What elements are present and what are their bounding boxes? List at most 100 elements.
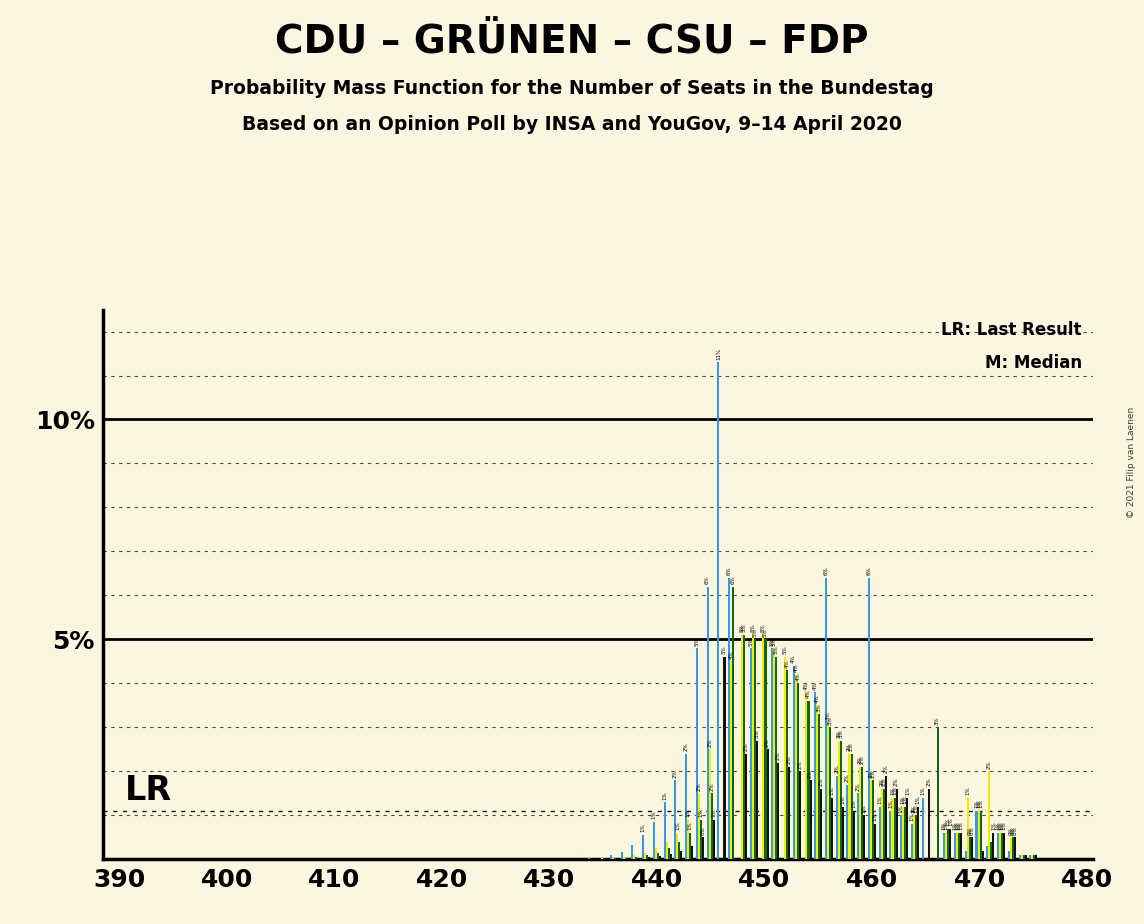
Bar	[610, 856, 612, 859]
Text: 5%: 5%	[748, 637, 753, 646]
Text: 3%: 3%	[935, 716, 940, 724]
Bar	[805, 692, 808, 859]
Text: 3%: 3%	[754, 729, 760, 738]
Bar	[915, 815, 917, 859]
Text: 2%: 2%	[819, 778, 824, 786]
Text: 2%: 2%	[834, 764, 840, 773]
Bar	[956, 833, 958, 859]
Text: 5%: 5%	[741, 624, 747, 632]
Bar	[967, 797, 969, 859]
Bar	[852, 811, 855, 859]
Text: 1%: 1%	[699, 808, 704, 817]
Bar	[818, 714, 820, 859]
Text: 2%: 2%	[860, 756, 865, 764]
Bar	[730, 662, 732, 859]
Bar	[896, 789, 898, 859]
Bar	[688, 820, 689, 859]
Bar	[835, 776, 837, 859]
Text: 0%: 0%	[968, 826, 972, 834]
Bar	[642, 835, 644, 859]
Bar	[788, 767, 791, 859]
Bar	[891, 797, 893, 859]
Bar	[904, 807, 906, 859]
Bar	[859, 767, 861, 859]
Bar	[1008, 850, 1010, 859]
Text: 2%: 2%	[849, 743, 855, 751]
Bar	[728, 578, 730, 859]
Bar	[872, 780, 874, 859]
Text: 2%: 2%	[808, 769, 813, 777]
Bar	[749, 649, 752, 859]
Text: 1%: 1%	[1002, 821, 1007, 831]
Text: 5%: 5%	[761, 624, 766, 632]
Bar	[979, 811, 982, 859]
Bar	[1010, 837, 1011, 859]
Text: 11%: 11%	[716, 347, 721, 359]
Text: 2%: 2%	[880, 778, 884, 786]
Text: 1%: 1%	[861, 804, 867, 813]
Text: 1%: 1%	[978, 799, 983, 808]
Text: 4%: 4%	[815, 694, 820, 703]
Bar	[837, 740, 840, 859]
Bar	[784, 657, 786, 859]
Bar	[883, 789, 884, 859]
Text: 4%: 4%	[793, 663, 799, 672]
Bar	[906, 797, 908, 859]
Bar	[903, 807, 904, 859]
Text: 1%: 1%	[995, 821, 1001, 831]
Text: 4%: 4%	[785, 659, 789, 667]
Text: 1%: 1%	[899, 804, 904, 813]
Bar	[796, 684, 799, 859]
Bar	[689, 833, 691, 859]
Text: 2%: 2%	[858, 756, 863, 764]
Text: Based on an Opinion Poll by INSA and YouGov, 9–14 April 2020: Based on an Opinion Poll by INSA and You…	[243, 116, 901, 135]
Bar	[1014, 837, 1016, 859]
Text: M: Median: M: Median	[985, 354, 1082, 371]
Bar	[773, 649, 776, 859]
Text: 5%: 5%	[739, 624, 745, 632]
Text: 2%: 2%	[697, 782, 701, 791]
Bar	[992, 833, 994, 859]
Text: © 2021 Filip van Laenen: © 2021 Filip van Laenen	[1127, 407, 1136, 517]
Text: 2%: 2%	[871, 769, 875, 777]
Text: 1%: 1%	[953, 821, 958, 831]
Text: 6%: 6%	[824, 566, 828, 576]
Bar	[829, 727, 831, 859]
Text: 2%: 2%	[927, 778, 931, 786]
Text: 1%: 1%	[1000, 821, 1004, 831]
Text: 1%: 1%	[942, 821, 947, 831]
Text: 1%: 1%	[912, 804, 916, 813]
Text: 5%: 5%	[694, 637, 699, 646]
Text: 0%: 0%	[700, 826, 706, 834]
Bar	[732, 587, 734, 859]
Bar	[669, 854, 672, 859]
Bar	[777, 762, 779, 859]
Bar	[620, 852, 622, 859]
Text: 1%: 1%	[851, 799, 856, 808]
Text: 0%: 0%	[1012, 826, 1017, 834]
Text: 2%: 2%	[847, 743, 852, 751]
Text: 1%: 1%	[948, 817, 953, 826]
Bar	[707, 587, 708, 859]
Bar	[986, 846, 988, 859]
Bar	[991, 842, 992, 859]
Text: 2%: 2%	[776, 751, 781, 760]
Text: 1%: 1%	[998, 821, 1002, 831]
Bar	[831, 797, 833, 859]
Text: 2%: 2%	[883, 764, 889, 773]
Text: 2%: 2%	[881, 778, 887, 786]
Bar	[1011, 837, 1014, 859]
Text: CDU – GRÜNEN – CSU – FDP: CDU – GRÜNEN – CSU – FDP	[276, 23, 868, 61]
Text: 1%: 1%	[976, 799, 982, 808]
Bar	[723, 657, 725, 859]
Text: 2%: 2%	[868, 769, 874, 777]
Bar	[958, 833, 960, 859]
Bar	[857, 794, 859, 859]
Text: 1%: 1%	[890, 786, 895, 796]
Text: 2%: 2%	[987, 760, 992, 769]
Bar	[1025, 855, 1026, 859]
Bar	[827, 723, 829, 859]
Text: 3%: 3%	[826, 711, 831, 721]
Text: 1%: 1%	[829, 786, 835, 796]
Text: 5%: 5%	[773, 646, 779, 654]
